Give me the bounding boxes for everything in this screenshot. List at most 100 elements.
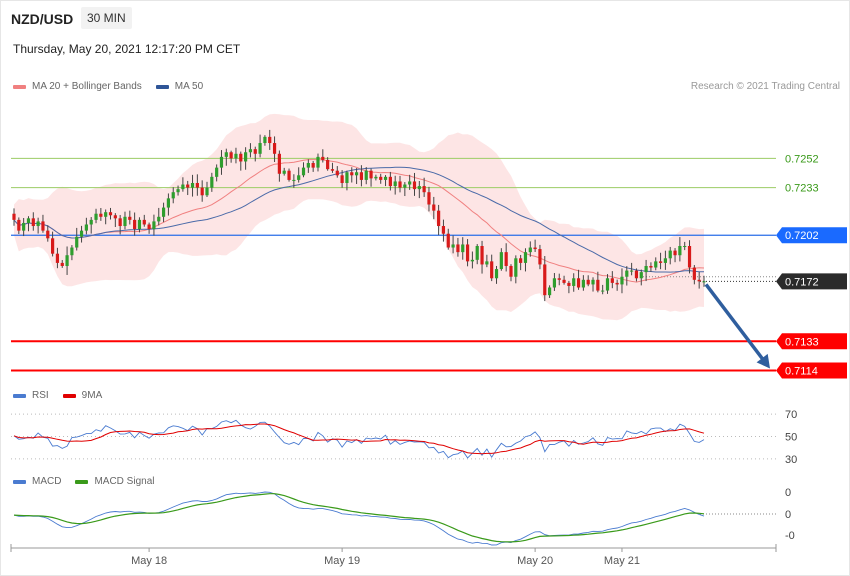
rsi-9ma-swatch xyxy=(62,393,76,398)
candle xyxy=(359,165,364,187)
candle xyxy=(596,271,600,293)
candle xyxy=(692,265,696,285)
candle xyxy=(610,271,614,289)
candle xyxy=(75,227,79,251)
ma50-legend-label: MA 50 xyxy=(174,81,204,92)
candle xyxy=(470,251,474,269)
candle xyxy=(128,210,132,225)
candle xyxy=(306,159,310,173)
rsi-9ma-line xyxy=(13,423,705,455)
candle xyxy=(297,167,301,183)
candle xyxy=(615,279,619,291)
candle xyxy=(195,174,199,196)
candle xyxy=(547,285,552,298)
projection-arrow-head xyxy=(756,353,770,369)
date-label: May 21 xyxy=(604,555,640,567)
candle xyxy=(398,175,402,193)
candle xyxy=(118,214,122,235)
candle xyxy=(490,254,494,282)
candle xyxy=(55,247,60,269)
candle xyxy=(229,150,233,163)
candle xyxy=(620,268,624,294)
candle xyxy=(137,217,142,233)
candle xyxy=(152,214,156,236)
candle xyxy=(485,254,489,268)
candle xyxy=(108,207,113,220)
macd-signal-line xyxy=(13,493,705,543)
bollinger-bands xyxy=(14,113,704,321)
candle xyxy=(514,255,518,284)
candle xyxy=(253,146,257,162)
candle xyxy=(412,172,417,196)
candle xyxy=(176,185,180,196)
candle xyxy=(330,162,335,173)
candle xyxy=(630,262,634,276)
macd-swatch xyxy=(13,479,26,484)
candle xyxy=(133,212,137,236)
candle xyxy=(258,134,262,158)
candle xyxy=(383,175,388,187)
candle xyxy=(345,170,349,191)
candle xyxy=(543,256,547,302)
level-label-0.7233: 0.7233 xyxy=(785,183,819,195)
candle xyxy=(523,248,528,272)
candle xyxy=(46,225,50,242)
candle xyxy=(393,175,397,195)
level-tag-0.7202 xyxy=(776,227,847,244)
candle xyxy=(224,148,228,166)
candle xyxy=(417,181,421,199)
candle xyxy=(234,147,238,164)
candle xyxy=(157,207,161,226)
candle xyxy=(499,248,503,271)
candle xyxy=(465,239,470,267)
candle xyxy=(26,216,31,232)
candle xyxy=(494,265,499,284)
candle xyxy=(697,271,701,289)
timeframe-badge[interactable]: 30 MIN xyxy=(81,7,132,29)
ma50-swatch xyxy=(155,84,169,89)
candle xyxy=(639,269,643,286)
macd-signal-legend-label: MACD Signal xyxy=(94,476,155,487)
copyright-text: Research © 2021 Trading Central xyxy=(690,81,840,92)
candle xyxy=(663,250,667,270)
candle xyxy=(354,168,359,184)
candle xyxy=(576,269,581,290)
candle xyxy=(480,240,484,274)
candle xyxy=(99,207,103,221)
candle xyxy=(567,280,571,294)
candle xyxy=(519,254,523,271)
candle xyxy=(272,136,277,163)
macd-panel: 0 0 -0 xyxy=(13,487,795,546)
candle xyxy=(244,147,248,170)
candle xyxy=(205,181,209,198)
candle xyxy=(123,211,127,230)
candle xyxy=(634,268,639,282)
candle xyxy=(239,151,243,171)
candle xyxy=(147,222,151,234)
candle xyxy=(210,172,214,192)
level-tag-0.7114 xyxy=(776,362,847,379)
rsi-9ma-legend-label: 9MA xyxy=(81,390,103,401)
candle xyxy=(528,241,532,257)
candle xyxy=(687,240,692,274)
candle xyxy=(60,260,64,268)
candle xyxy=(248,143,253,158)
candle xyxy=(22,218,26,237)
level-tag-0.7133 xyxy=(776,333,847,350)
candle xyxy=(181,177,185,192)
candle xyxy=(461,237,465,260)
candle xyxy=(190,174,195,197)
rsi-level-label: 50 xyxy=(785,432,797,444)
candle xyxy=(65,246,69,275)
candle xyxy=(678,237,682,262)
rsi-level-label: 30 xyxy=(785,454,797,466)
candle xyxy=(104,209,108,225)
candle xyxy=(437,204,441,236)
candle xyxy=(654,257,658,271)
candle xyxy=(311,160,315,172)
candle xyxy=(557,273,561,286)
candle xyxy=(422,177,426,197)
level-label-0.7114: 0.7114 xyxy=(785,365,818,377)
candle xyxy=(581,275,585,291)
